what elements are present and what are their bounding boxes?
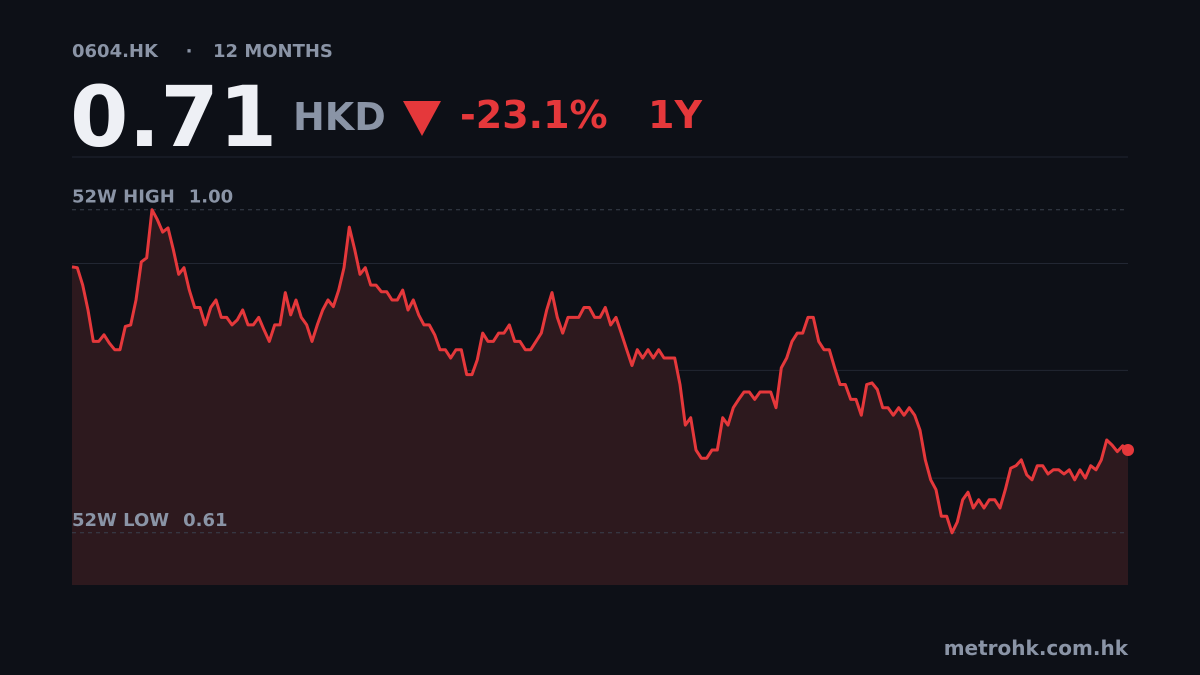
reference-value: 0.61 (183, 510, 227, 531)
change-period: 1Y (648, 93, 702, 137)
last-point (1122, 443, 1134, 456)
price-line (71, 208, 1129, 535)
period: 12 MONTHS (213, 41, 333, 62)
currency: HKD (293, 95, 386, 139)
down-arrow (403, 101, 441, 136)
source: metrohk.com.hk (944, 636, 1129, 660)
plot: 52W HIGH 1.00 52W LOW 0.61 (71, 187, 1134, 585)
change: -23.1% (460, 93, 608, 137)
ticker: 0604.HK (72, 41, 159, 62)
reference-name: 52W HIGH (72, 187, 175, 208)
reference-name: 52W LOW (72, 510, 169, 531)
area (72, 209, 1128, 585)
separator: · (186, 41, 193, 62)
reference-value: 1.00 (189, 187, 233, 208)
price: 0.71 (70, 68, 277, 166)
reference-label: 52W HIGH 1.00 (72, 187, 233, 208)
reference-label: 52W LOW 0.61 (72, 510, 228, 531)
